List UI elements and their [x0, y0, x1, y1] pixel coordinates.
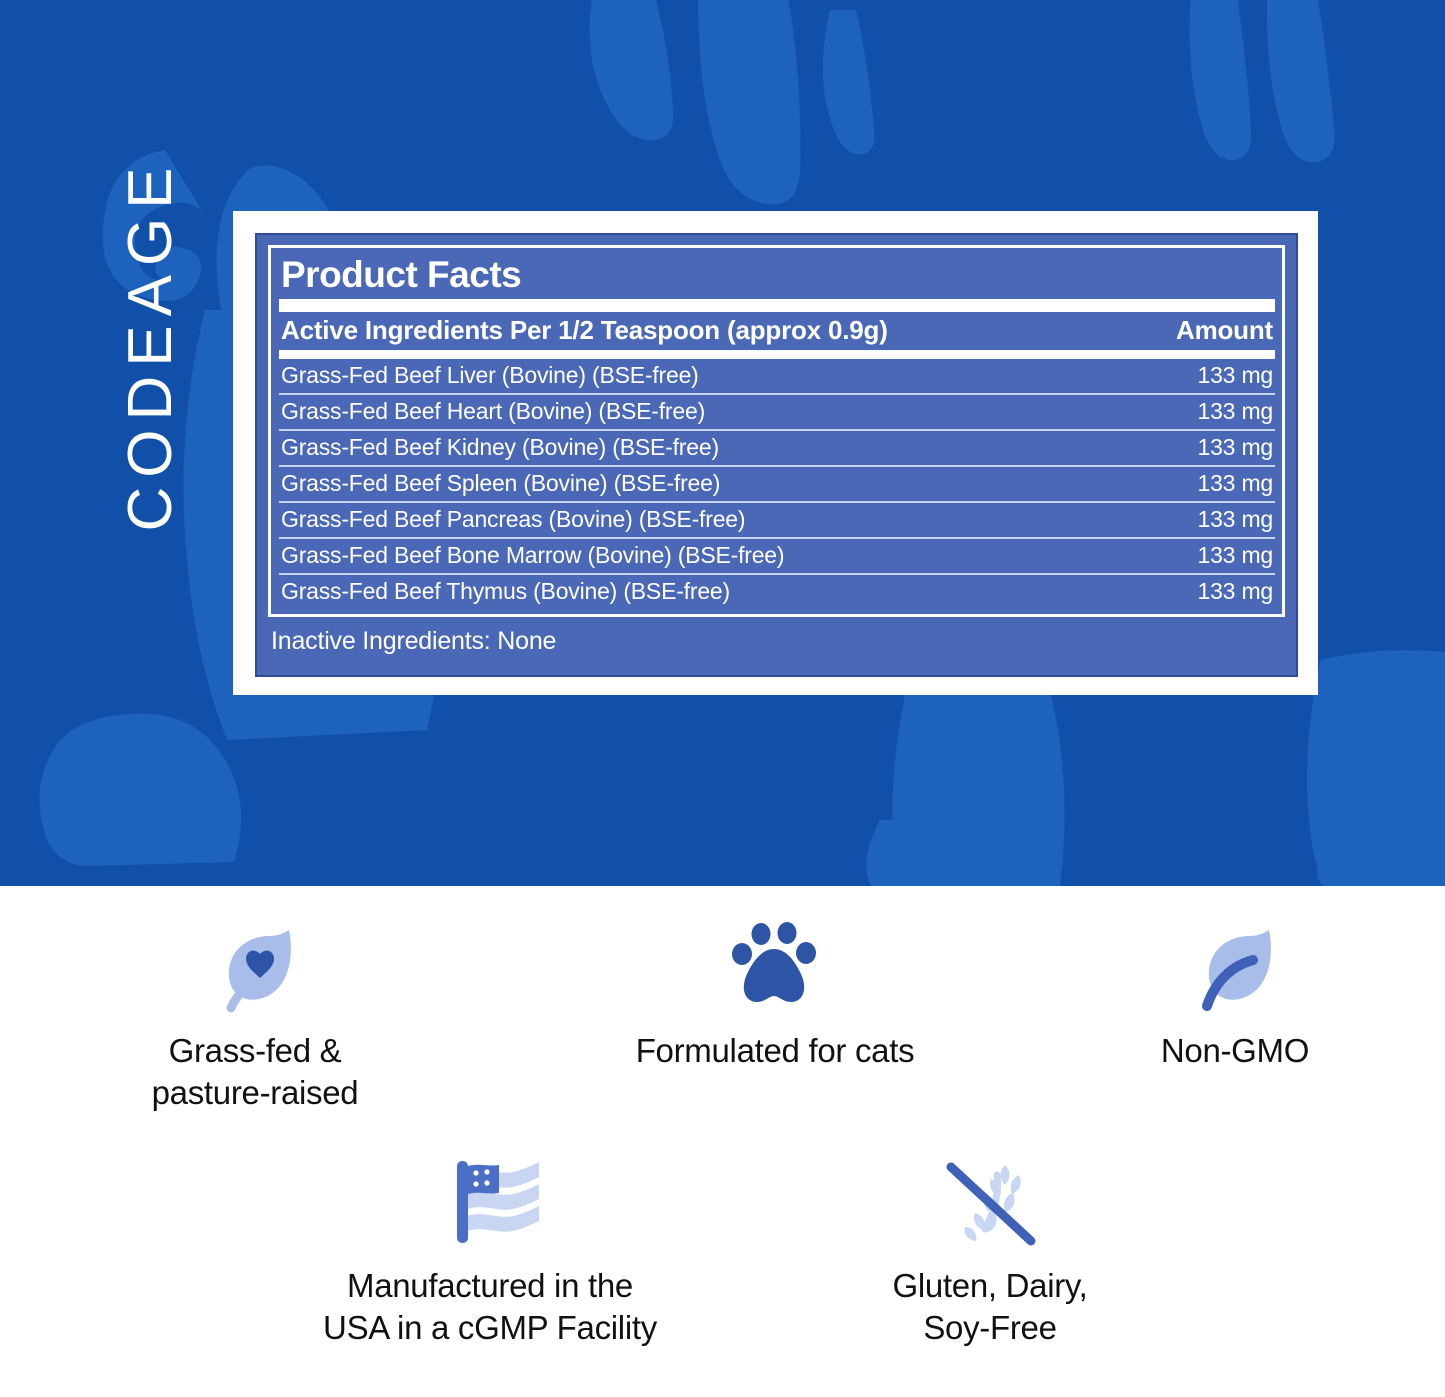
- ingredient-amount: 133 mg: [1197, 398, 1273, 424]
- feature-label: Formulated for cats: [635, 1032, 915, 1069]
- features-section: Grass-fed & pasture-raised Formulated fo…: [0, 886, 1445, 1397]
- row-divider: [279, 573, 1275, 575]
- leaf-icon: [1183, 916, 1287, 1016]
- table-row: Grass-Fed Beef Liver (Bovine) (BSE-free)…: [279, 359, 1275, 393]
- table-row: Grass-Fed Beef Heart (Bovine) (BSE-free)…: [279, 395, 1275, 429]
- table-row: Grass-Fed Beef Thymus (Bovine) (BSE-free…: [279, 575, 1275, 609]
- divider-below-header: [279, 350, 1275, 359]
- ingredient-amount: 133 mg: [1197, 578, 1273, 604]
- product-facts-frame: Product Facts Active Ingredients Per 1/2…: [268, 245, 1285, 617]
- paw-print-icon: [725, 916, 825, 1016]
- leaf-heart-icon: [203, 916, 307, 1016]
- table-row: Grass-Fed Beef Bone Marrow (Bovine) (BSE…: [279, 539, 1275, 573]
- ingredient-amount: 133 mg: [1197, 362, 1273, 388]
- ingredient-amount: 133 mg: [1197, 542, 1273, 568]
- row-divider: [279, 393, 1275, 395]
- table-row: Grass-Fed Beef Pancreas (Bovine) (BSE-fr…: [279, 503, 1275, 537]
- ingredient-name: Grass-Fed Beef Bone Marrow (Bovine) (BSE…: [281, 542, 785, 568]
- serving-header-row: Active Ingredients Per 1/2 Teaspoon (app…: [279, 312, 1275, 350]
- feature-made-in-usa: Manufactured in the USA in a cGMP Facili…: [250, 1151, 730, 1349]
- usa-flag-icon: [435, 1151, 545, 1251]
- serving-header-label: Active Ingredients Per 1/2 Teaspoon (app…: [281, 315, 888, 345]
- row-divider: [279, 465, 1275, 467]
- product-facts-title: Product Facts: [281, 254, 522, 295]
- hero-section: CODEAGE Product Facts Active Ingredients…: [0, 0, 1445, 886]
- product-facts-panel: Product Facts Active Ingredients Per 1/2…: [233, 211, 1318, 695]
- feature-formulated-for-cats: Formulated for cats: [575, 916, 975, 1072]
- feature-non-gmo: Non-GMO: [1075, 916, 1395, 1072]
- table-row: Grass-Fed Beef Kidney (Bovine) (BSE-free…: [279, 431, 1275, 465]
- row-divider: [279, 429, 1275, 431]
- ingredient-name: Grass-Fed Beef Pancreas (Bovine) (BSE-fr…: [281, 506, 746, 532]
- feature-label: Gluten, Dairy, Soy-Free: [892, 1267, 1088, 1347]
- feature-label: Grass-fed & pasture-raised: [151, 1032, 359, 1112]
- ingredient-amount: 133 mg: [1197, 506, 1273, 532]
- feature-label: Non-GMO: [1160, 1032, 1310, 1069]
- amount-header-label: Amount: [1176, 315, 1273, 345]
- inactive-ingredients-label: Inactive Ingredients: None: [271, 627, 557, 655]
- feature-allergen-free: Gluten, Dairy, Soy-Free: [790, 1151, 1190, 1349]
- ingredient-name: Grass-Fed Beef Kidney (Bovine) (BSE-free…: [281, 434, 719, 460]
- ingredient-amount: 133 mg: [1197, 434, 1273, 460]
- ingredient-name: Grass-Fed Beef Heart (Bovine) (BSE-free): [281, 398, 706, 424]
- feature-grass-fed: Grass-fed & pasture-raised: [75, 916, 435, 1114]
- ingredient-name: Grass-Fed Beef Thymus (Bovine) (BSE-free…: [281, 578, 730, 604]
- divider-top: [279, 299, 1275, 312]
- row-divider: [279, 537, 1275, 539]
- ingredient-name: Grass-Fed Beef Spleen (Bovine) (BSE-free…: [281, 470, 721, 496]
- ingredient-amount: 133 mg: [1197, 470, 1273, 496]
- product-facts-body: Product Facts Active Ingredients Per 1/2…: [255, 233, 1298, 677]
- no-wheat-icon: [935, 1151, 1045, 1251]
- feature-label: Manufactured in the USA in a cGMP Facili…: [323, 1267, 657, 1347]
- row-divider: [279, 501, 1275, 503]
- ingredient-name: Grass-Fed Beef Liver (Bovine) (BSE-free): [281, 362, 699, 388]
- table-row: Grass-Fed Beef Spleen (Bovine) (BSE-free…: [279, 467, 1275, 501]
